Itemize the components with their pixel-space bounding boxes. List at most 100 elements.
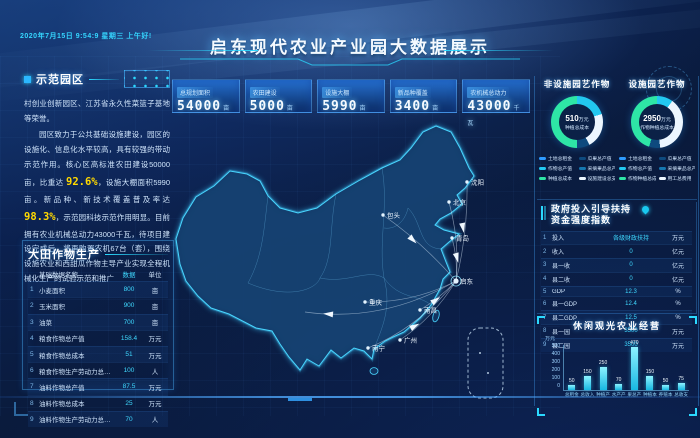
- bar-value-label: 70: [615, 377, 622, 383]
- table-row: 6 县一GDP 12.4 %: [541, 296, 692, 310]
- bar-column: 250 种植产: [596, 360, 610, 397]
- stat-card-unit: 亩: [223, 105, 230, 112]
- highlight-percent-1: 92.6%: [66, 176, 98, 189]
- stat-card-row: 总规划面积 54000 亩 农田建设 5000 亩 设施大棚 5990 亩 新品种覆盖…: [172, 79, 530, 127]
- bar-column: 50 总租金: [565, 378, 579, 397]
- plane-icons: [323, 222, 466, 331]
- frame-corner: [537, 408, 545, 416]
- bar-column: 50 养殖本: [659, 378, 673, 397]
- y-tick-label: 200: [551, 367, 560, 373]
- y-tick-label: 100: [551, 375, 560, 381]
- y-tick-label: 0: [557, 383, 560, 389]
- legend-marker: [539, 177, 546, 180]
- bar: [615, 384, 623, 390]
- table-row: 5 粮食作物总成本 51 万元: [28, 345, 168, 363]
- double-bar-icon: [541, 206, 546, 220]
- page-title: 启东现代农业产业园大数据展示: [210, 38, 490, 57]
- city-label: 重庆: [369, 298, 383, 307]
- title-line-right: [444, 50, 554, 51]
- table-row: 4 粮食作物总产值 158.4 万元: [28, 329, 168, 346]
- bar-value-label: 250: [598, 360, 608, 366]
- stat-card-value: 5000 亩: [249, 99, 293, 114]
- bar: [568, 385, 576, 390]
- legend-item: 土地总租金: [619, 155, 656, 162]
- legend-item: 瓜果总产值: [658, 155, 696, 162]
- legend-item: 用工总费用: [658, 175, 696, 182]
- gov-support-table: 1 投入 各级财政扶持 万元 2 收入 0 亿元 3 县一收 0 亿元 4 县二…: [541, 230, 692, 352]
- field-crops-title: 大田作物生产: [28, 249, 100, 261]
- bar-category-label: 果总产: [627, 392, 642, 397]
- province-border: [383, 207, 409, 229]
- bar-plot-area: 50 总租金 150 总收入 250 种植产 70 水产产 470 果总产 15…: [563, 340, 689, 397]
- y-axis-unit: 万元: [545, 336, 556, 342]
- stat-card-value: 3400 亩: [394, 99, 439, 114]
- table-row: 2 玉米面积 900 亩: [28, 297, 168, 313]
- donut-center-label: 510万元 种植总成本: [565, 113, 589, 131]
- donut-column: 设施园艺作物 2950万元 作物种植总成本 土地总租金 瓜果总产值 作物总产值 …: [617, 74, 697, 199]
- legend-item: 作物种植总成本: [619, 175, 656, 182]
- stat-card: 农田建设 5000 亩: [244, 79, 313, 114]
- frame-corner: [689, 408, 697, 416]
- plane-icon: [323, 311, 334, 318]
- legend-item: 采摘果品总产值: [658, 165, 695, 172]
- table-row: 3 油菜 700 亩: [28, 313, 168, 330]
- province-border: [373, 277, 388, 350]
- taiwan-island: [432, 309, 440, 323]
- south-china-sea-inset: [467, 327, 504, 399]
- donut-column: 非设施园艺作物 510万元 种植总成本 土地总租金 瓜果总产值 作物总产值 采摘…: [537, 74, 617, 199]
- city-label: 广州: [404, 336, 417, 345]
- y-tick-label: 400: [551, 351, 560, 357]
- city-marker: 重庆: [363, 298, 383, 307]
- bar-category-label: 种植本: [643, 392, 657, 397]
- park-para2: 园区致力于公共基础设施建设，园区的设施化、信息化水平较高，具有较强的带动示范作用…: [24, 130, 170, 283]
- donut-title: 非设施园艺作物: [543, 79, 611, 89]
- bar-category-label: 水产产: [611, 392, 626, 397]
- stat-card-label: 农田建设: [249, 87, 280, 98]
- legend-item: 设施建设总支出: [578, 175, 615, 182]
- bar-column: 150 总收入: [581, 369, 595, 397]
- legend-item: 土地总租金: [539, 155, 576, 162]
- legend-marker: [619, 177, 626, 180]
- bar-column: 75 总收支: [674, 376, 688, 397]
- panel-spine-right: [698, 76, 699, 406]
- bar-value-label: 150: [583, 369, 592, 375]
- province-border: [383, 277, 432, 306]
- section-bullet-icon: [24, 75, 31, 83]
- legend-marker: [539, 167, 546, 170]
- inset-island-dot: [487, 372, 489, 374]
- city-marker: 南昌: [418, 306, 437, 315]
- legend-marker: [658, 157, 666, 160]
- y-tick-label: 300: [551, 359, 560, 365]
- city-label: 启东: [460, 277, 474, 286]
- legend-marker: [658, 167, 666, 170]
- bar: [646, 376, 654, 390]
- field-crops-panel: 大田作物生产 基础数据名称 数据 单位 1 小麦面积 800 亩 2 玉米面积 …: [22, 240, 174, 427]
- province-border: [407, 207, 442, 250]
- table-row: 3 县一收 0 亿元: [541, 258, 692, 272]
- province-border: [381, 167, 385, 279]
- table-row: 6 粮食作物生产劳动力总… 100 人: [28, 362, 168, 378]
- bottom-divider-notch: [288, 398, 312, 401]
- province-border: [247, 277, 321, 293]
- city-label: 南宁: [372, 344, 386, 353]
- header-line: [89, 78, 119, 80]
- stat-card: 农机械总动力 43000 千瓦: [462, 79, 530, 127]
- legend-marker: [658, 177, 666, 180]
- stat-card-value: 43000 千瓦: [467, 99, 520, 127]
- table-row: 9 油料作物生产劳动力总… 70 人: [28, 410, 168, 427]
- bar-value-label: 470: [630, 340, 639, 346]
- donut-title: 设施园艺作物: [628, 79, 686, 89]
- header-line: [105, 253, 168, 255]
- bar-category-label: 种植产: [596, 392, 610, 397]
- y-axis-ticks: 500 400 300 200 100 0: [547, 343, 560, 389]
- bar-column: 150 种植本: [643, 369, 657, 397]
- legend-marker: [619, 167, 626, 170]
- bar-category-label: 养殖本: [658, 392, 673, 397]
- leisure-chart-title: 休闲观光农业经营: [572, 321, 661, 331]
- legend-marker: [619, 157, 626, 160]
- bar: [677, 383, 685, 390]
- bar-value-label: 75: [678, 376, 684, 382]
- table-row: 5 GDP 12.3 %: [541, 285, 692, 297]
- legend-item: 种植总成本: [539, 175, 576, 182]
